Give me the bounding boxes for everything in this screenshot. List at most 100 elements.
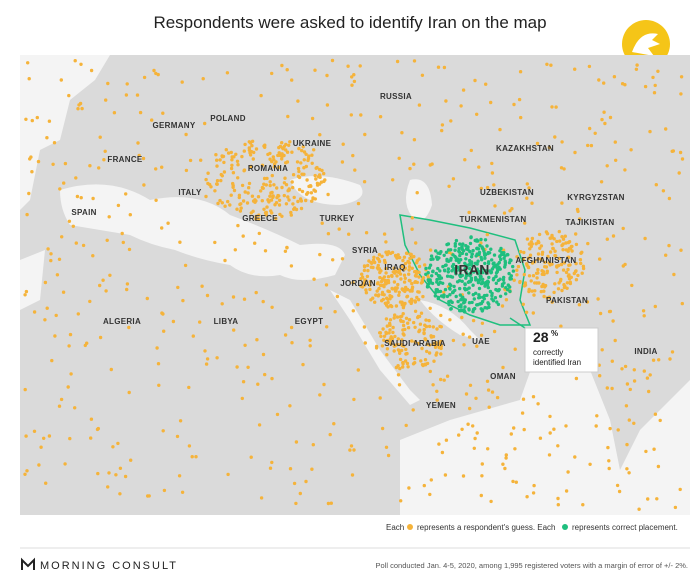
dot — [296, 174, 301, 178]
dot — [268, 194, 272, 198]
country-label: SAUDI ARABIA — [384, 339, 446, 348]
dot — [527, 242, 532, 246]
dot — [161, 111, 165, 115]
dot — [474, 396, 478, 400]
dot — [564, 241, 568, 245]
dot — [223, 258, 227, 263]
footer: MORNING CONSULT Poll conducted Jan. 4-5,… — [21, 557, 688, 572]
dot — [282, 193, 286, 198]
dot — [467, 307, 471, 311]
dot — [384, 317, 389, 321]
dot — [661, 189, 666, 193]
dot — [421, 276, 426, 280]
dot — [270, 460, 274, 465]
dot — [410, 266, 414, 270]
dot — [425, 349, 429, 354]
dot — [469, 148, 473, 153]
dot — [427, 324, 432, 329]
dot — [325, 73, 329, 78]
dot — [504, 298, 509, 302]
dot — [78, 101, 83, 106]
highlight-label: IRAN — [454, 262, 489, 278]
dot — [280, 63, 284, 68]
dot — [489, 100, 493, 105]
dot — [250, 144, 254, 148]
dot — [369, 298, 373, 302]
dot — [424, 266, 428, 271]
dot — [478, 274, 482, 278]
dot — [220, 174, 224, 178]
dot — [427, 351, 432, 355]
dot — [637, 507, 641, 511]
dot — [378, 283, 383, 287]
dot — [574, 232, 578, 236]
dot — [325, 103, 330, 107]
dot — [424, 272, 428, 276]
dot — [376, 281, 380, 285]
dot — [323, 178, 327, 182]
dot — [593, 131, 597, 135]
dot — [377, 253, 382, 257]
country-label: JORDAN — [340, 279, 376, 288]
dot — [557, 281, 561, 285]
dot — [391, 325, 395, 330]
dot — [204, 194, 208, 199]
dot — [280, 157, 284, 161]
dot — [546, 254, 550, 259]
dot — [435, 389, 439, 393]
dot — [470, 263, 474, 268]
dot — [394, 254, 398, 258]
dot — [463, 298, 467, 302]
dot — [560, 201, 564, 205]
dot — [438, 269, 442, 273]
dot — [364, 231, 369, 235]
dot — [145, 296, 149, 301]
callout-number: 28 — [533, 329, 549, 345]
dot — [292, 481, 297, 486]
dot — [501, 365, 505, 370]
dot — [463, 267, 467, 271]
dot — [187, 385, 191, 390]
dot — [349, 113, 353, 117]
dot — [231, 185, 235, 189]
dot — [413, 300, 417, 304]
dot — [658, 418, 662, 423]
dot — [525, 263, 529, 267]
dot — [646, 497, 650, 501]
dot — [57, 404, 62, 408]
dot — [445, 274, 450, 278]
dot — [47, 119, 52, 123]
dot — [289, 210, 293, 215]
dot — [160, 165, 164, 169]
dot — [511, 269, 516, 273]
dot — [644, 449, 648, 454]
dot — [79, 196, 83, 200]
dot — [154, 198, 158, 202]
dot — [352, 73, 356, 77]
dot — [393, 343, 398, 347]
dot — [75, 194, 80, 199]
dot — [277, 165, 281, 170]
dot — [24, 289, 29, 294]
dot — [548, 250, 553, 254]
dot — [382, 334, 387, 338]
dot — [548, 431, 552, 435]
dot — [146, 494, 150, 498]
dot — [352, 448, 356, 452]
dot — [394, 304, 399, 308]
dot — [229, 166, 234, 171]
dot — [450, 300, 454, 305]
dot — [440, 450, 445, 455]
legend: Each represents a respondent's guess. Ea… — [386, 523, 678, 532]
dot — [531, 491, 536, 495]
dot — [439, 339, 443, 344]
dot — [495, 395, 500, 400]
dot — [393, 334, 397, 339]
dot — [294, 207, 299, 212]
dot — [668, 357, 672, 361]
dot — [442, 378, 446, 382]
country-label: AFGHANISTAN — [516, 256, 577, 265]
dot — [396, 282, 400, 287]
dot — [274, 216, 278, 221]
dot — [412, 138, 417, 142]
